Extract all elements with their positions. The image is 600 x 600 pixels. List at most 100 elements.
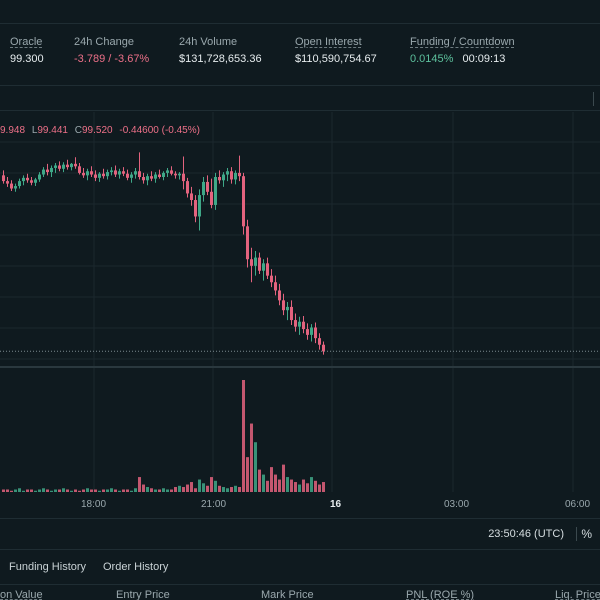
- volume-bar: [154, 489, 157, 492]
- stat-label: Funding / Countdown: [410, 36, 515, 48]
- candle-body: [158, 174, 161, 177]
- volume-bar: [230, 487, 233, 492]
- top-bar: [0, 0, 600, 24]
- volume-bar: [194, 488, 197, 492]
- volume-bar: [78, 490, 81, 492]
- volume-bar: [226, 488, 229, 492]
- candle-body: [222, 174, 225, 181]
- candle-body: [242, 176, 245, 227]
- volume-bar: [222, 487, 225, 492]
- x-axis-label: 16: [330, 499, 342, 510]
- candle-body: [130, 174, 133, 178]
- price-chart[interactable]: [0, 112, 600, 498]
- volume-bar: [34, 490, 37, 492]
- volume-bar: [30, 489, 33, 492]
- volume-bar: [138, 477, 141, 492]
- stat-24h-volume: 24h Volume $131,728,653.36: [179, 36, 262, 65]
- percent-scale-toggle[interactable]: %: [581, 527, 592, 541]
- ohlc-low-key: L: [31, 125, 38, 136]
- stat-label: 24h Change: [74, 36, 134, 48]
- volume-bar: [70, 490, 73, 492]
- candle-body: [90, 171, 93, 175]
- volume-bar: [146, 487, 149, 492]
- candle-body: [14, 186, 17, 189]
- candle-body: [98, 173, 101, 178]
- volume-bar: [286, 477, 289, 492]
- candle-body: [126, 173, 129, 178]
- candle-body: [34, 179, 37, 183]
- volume-bar: [22, 490, 25, 492]
- candle-body: [194, 200, 197, 217]
- volume-bar: [10, 490, 13, 492]
- column-entry-price: Entry Price: [116, 589, 170, 600]
- volume-bar: [54, 489, 57, 492]
- tab-funding-history[interactable]: Funding History: [9, 561, 87, 573]
- ohlc-close: 99.520: [81, 125, 113, 136]
- candle-body: [6, 181, 9, 184]
- candle-body: [202, 181, 205, 196]
- volume-bar: [298, 484, 301, 492]
- stat-oracle[interactable]: Oracle 99.300: [10, 36, 44, 65]
- volume-bar: [238, 487, 241, 492]
- candle-body: [58, 165, 61, 169]
- utc-clock[interactable]: 23:50:46 (UTC): [488, 528, 564, 540]
- volume-bar: [26, 489, 29, 492]
- candle-body: [18, 181, 21, 187]
- volume-bar: [110, 488, 113, 492]
- volume-bar: [314, 480, 317, 492]
- stat-label: Open Interest: [295, 36, 362, 48]
- volume-bar: [302, 479, 305, 492]
- positions-table-header: on Value Entry Price Mark Price PNL (ROE…: [0, 584, 600, 600]
- volume-bar: [218, 485, 221, 492]
- volume-bar: [98, 490, 101, 492]
- stat-funding-countdown[interactable]: Funding / Countdown 0.0145% 00:09:13: [410, 36, 515, 65]
- column-liq-price[interactable]: Liq. Price: [555, 589, 600, 600]
- column-mark-price: Mark Price: [261, 589, 314, 600]
- volume-bar: [46, 489, 49, 492]
- candle-body: [114, 170, 117, 175]
- volume-bar: [186, 484, 189, 492]
- volume-bar: [90, 489, 93, 492]
- candle-body: [322, 344, 325, 352]
- volume-bar: [82, 489, 85, 492]
- candle-body: [270, 275, 273, 283]
- x-axis-label: 06:00: [565, 499, 591, 510]
- volume-bar: [322, 482, 325, 492]
- candle-body: [278, 290, 281, 301]
- volume-bar: [198, 479, 201, 492]
- volume-bar: [134, 488, 137, 492]
- chart-toolbar: [0, 87, 600, 111]
- stat-open-interest[interactable]: Open Interest $110,590,754.67: [295, 36, 377, 65]
- ohlc-legend: 9.948 L99.441 C99.520 -0.44600 (-0.45%): [0, 125, 200, 136]
- candle-body: [74, 163, 77, 167]
- column-pnl-roe[interactable]: PNL (ROE %): [406, 589, 475, 600]
- volume-bar: [14, 489, 17, 492]
- candle-body: [150, 176, 153, 179]
- tab-order-history[interactable]: Order History: [103, 561, 169, 573]
- candle-body: [2, 175, 5, 182]
- volume-bar: [6, 489, 9, 492]
- volume-bar: [270, 467, 273, 492]
- candle-body: [178, 173, 181, 176]
- candle-body: [30, 180, 33, 183]
- volume-bar: [66, 489, 69, 492]
- volume-bar: [206, 485, 209, 492]
- candle-body: [26, 177, 29, 181]
- column-position-value[interactable]: on Value: [0, 589, 43, 600]
- candle-body: [10, 183, 13, 189]
- candle-body: [134, 171, 137, 175]
- stat-value: $110,590,754.67: [295, 53, 377, 65]
- volume-bar: [246, 457, 249, 492]
- candle-body: [274, 282, 277, 291]
- candle-body: [22, 177, 25, 182]
- volume-bar: [306, 483, 309, 492]
- candle-body: [182, 173, 185, 182]
- volume-bar: [18, 488, 21, 492]
- volume-bar: [122, 489, 125, 492]
- volume-bar: [318, 484, 321, 492]
- candle-body: [78, 166, 81, 173]
- volume-bar: [274, 474, 277, 492]
- toolbar-divider: [593, 92, 594, 106]
- candle-body: [174, 173, 177, 176]
- candle-body: [234, 172, 237, 180]
